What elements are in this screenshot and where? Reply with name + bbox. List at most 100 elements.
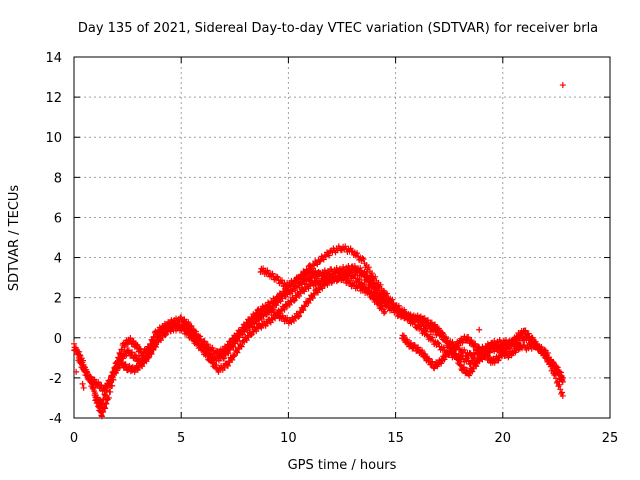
data-point xyxy=(347,245,354,252)
data-point xyxy=(253,317,260,324)
data-point xyxy=(273,273,280,280)
data-point xyxy=(94,394,101,401)
data-point xyxy=(129,349,136,356)
data-point xyxy=(559,82,566,89)
data-point xyxy=(95,379,102,386)
data-point xyxy=(185,319,192,326)
data-point xyxy=(234,337,241,344)
data-point xyxy=(369,275,376,282)
data-point xyxy=(457,358,464,365)
data-point xyxy=(149,346,156,353)
data-point xyxy=(469,368,476,375)
data-point xyxy=(127,334,134,341)
data-point xyxy=(151,334,158,341)
data-point xyxy=(461,346,468,353)
data-point xyxy=(212,362,219,369)
series-trace-e xyxy=(253,272,388,327)
data-point xyxy=(188,323,195,330)
series-trace-d xyxy=(257,265,393,311)
data-point xyxy=(98,400,105,407)
data-point xyxy=(290,297,297,304)
data-point xyxy=(100,408,107,415)
y-tick-labels: -4 -2 0 2 4 6 8 10 12 14 xyxy=(45,51,62,427)
data-point xyxy=(106,382,113,389)
data-point xyxy=(476,358,483,365)
y-tick-label: 8 xyxy=(54,171,62,186)
data-point xyxy=(180,324,187,331)
series-trace-c xyxy=(92,268,401,408)
data-point xyxy=(76,348,83,355)
data-point xyxy=(556,368,563,375)
data-point xyxy=(201,338,208,345)
data-point xyxy=(132,352,139,359)
data-point xyxy=(117,350,124,357)
data-point xyxy=(498,353,505,360)
data-point xyxy=(369,270,376,277)
y-tick-label: 4 xyxy=(54,252,62,267)
data-point xyxy=(101,391,108,398)
data-point xyxy=(119,347,126,354)
data-point xyxy=(374,287,381,294)
x-tick-label: 15 xyxy=(387,431,404,446)
data-point xyxy=(162,332,169,339)
data-point xyxy=(224,362,231,369)
data-point xyxy=(105,394,112,401)
data-point xyxy=(359,269,366,276)
series-trace-g xyxy=(399,327,566,383)
data-point xyxy=(100,396,107,403)
data-point xyxy=(278,277,285,284)
data-point xyxy=(516,342,523,349)
data-point xyxy=(147,350,154,357)
data-point xyxy=(495,357,502,364)
data-point xyxy=(269,270,276,277)
data-point xyxy=(87,373,94,380)
data-point xyxy=(109,373,116,380)
data-point xyxy=(345,277,352,284)
data-point xyxy=(475,343,482,350)
data-point xyxy=(150,333,157,340)
data-point xyxy=(559,374,566,381)
data-point xyxy=(438,360,445,367)
x-tick-label: 10 xyxy=(280,431,297,446)
data-point xyxy=(115,355,122,362)
data-point xyxy=(435,325,442,332)
data-point xyxy=(194,338,201,345)
data-point xyxy=(554,364,561,371)
data-point xyxy=(102,405,109,412)
data-point xyxy=(295,313,302,320)
data-point xyxy=(109,374,116,381)
data-point xyxy=(375,283,382,290)
data-point xyxy=(71,340,77,347)
data-point xyxy=(99,401,106,408)
data-point xyxy=(465,358,472,365)
y-tick-label: 2 xyxy=(54,292,62,307)
data-point xyxy=(281,306,288,313)
data-point xyxy=(101,404,108,411)
data-point xyxy=(442,335,449,342)
data-point xyxy=(543,352,550,359)
data-point xyxy=(296,313,303,320)
data-point xyxy=(369,292,376,299)
data-point xyxy=(476,326,483,333)
data-point xyxy=(359,255,366,262)
data-point xyxy=(259,308,266,315)
data-point xyxy=(460,364,467,371)
data-point xyxy=(441,356,448,363)
data-point xyxy=(369,281,376,288)
data-point xyxy=(102,392,109,399)
data-point xyxy=(230,344,237,351)
data-point xyxy=(453,352,460,359)
x-tick-label: 0 xyxy=(70,431,78,446)
data-point xyxy=(496,343,503,350)
data-point xyxy=(107,377,114,384)
data-point xyxy=(432,321,439,328)
data-point xyxy=(98,400,105,407)
data-point xyxy=(104,387,111,394)
data-point xyxy=(139,363,146,370)
data-point xyxy=(234,349,241,356)
data-point xyxy=(257,312,264,319)
data-point xyxy=(405,316,412,323)
data-point xyxy=(102,391,109,398)
data-point xyxy=(146,344,153,351)
data-point xyxy=(203,349,210,356)
